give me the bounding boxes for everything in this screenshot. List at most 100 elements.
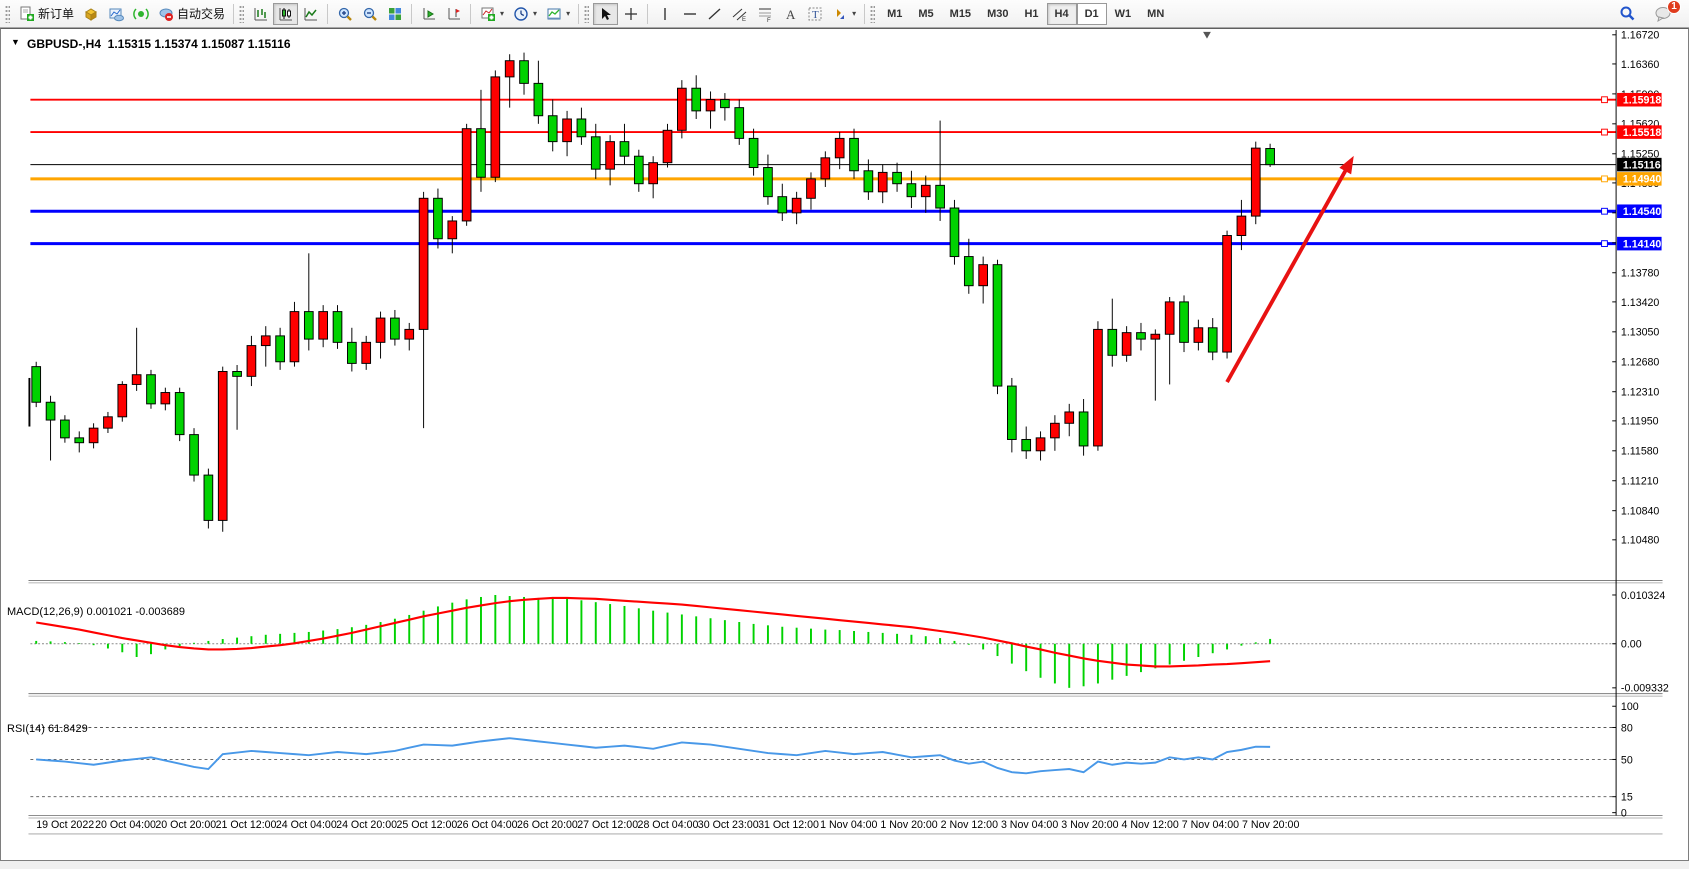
trendline-button[interactable] xyxy=(702,3,727,25)
hline-handle[interactable] xyxy=(1601,96,1608,104)
candle-bull xyxy=(1222,235,1232,353)
candle-bull xyxy=(648,162,658,185)
horizontal-line-button[interactable] xyxy=(677,3,702,25)
trend-arrow-annotation[interactable] xyxy=(1225,155,1354,383)
rsi-tick-label: 50 xyxy=(1621,754,1633,766)
toolbar-separator xyxy=(411,3,413,24)
candle-bull xyxy=(361,341,372,364)
macd-signal-line xyxy=(36,596,1271,668)
hline-price-tag: 1.14540 xyxy=(1617,204,1662,218)
timeframe-h1-button[interactable]: H1 xyxy=(1024,7,1039,20)
chart-shift-button[interactable] xyxy=(441,3,466,25)
toolbar-grip[interactable] xyxy=(239,4,245,23)
macd-tick-label: 0.010324 xyxy=(1621,590,1665,602)
chevron-down-icon[interactable]: ▾ xyxy=(533,9,538,18)
hline-handle[interactable] xyxy=(1601,207,1608,215)
timeframe-d1-button[interactable]: D1 xyxy=(1076,2,1107,25)
price-tick-label: 1.11580 xyxy=(1621,446,1659,458)
candle-bull xyxy=(217,371,228,521)
rsi-tick-label: 15 xyxy=(1621,792,1633,804)
text-button[interactable]: A xyxy=(777,3,802,25)
chart-menu-caret[interactable]: ▼ xyxy=(11,37,20,47)
hline-handle[interactable] xyxy=(1601,128,1608,136)
time-tick-label: 4 Nov 12:00 xyxy=(1122,819,1179,831)
price-tick-label: 1.13780 xyxy=(1621,268,1659,280)
rsi-tick-label: 80 xyxy=(1621,722,1633,734)
crosshair-button[interactable] xyxy=(618,3,643,25)
candle-bear xyxy=(1265,148,1275,166)
timeframe-m30-button[interactable]: M30 xyxy=(987,7,1009,20)
zoom-out-icon xyxy=(361,5,378,22)
candle-bear xyxy=(203,474,214,521)
auto-scroll-button[interactable] xyxy=(416,3,441,25)
line-chart-button[interactable] xyxy=(298,3,323,25)
templates-button[interactable]: ▾ xyxy=(541,3,574,25)
bar-chart-button[interactable] xyxy=(248,3,273,25)
toolbar-grip[interactable] xyxy=(870,4,876,23)
signals-button[interactable] xyxy=(128,3,153,25)
equidistant-channel-button[interactable]: E xyxy=(727,3,752,25)
auto-trading-button[interactable]: 自动交易 xyxy=(153,3,229,25)
market-watch-button[interactable] xyxy=(78,3,103,25)
macd-tick-label: -0.009332 xyxy=(1621,683,1669,695)
candle-bull xyxy=(1035,437,1046,452)
chevron-down-icon[interactable]: ▾ xyxy=(852,9,857,18)
candle-bull xyxy=(375,317,386,343)
signal-icon xyxy=(132,5,149,22)
candle-bull xyxy=(1064,411,1075,424)
timeframe-w1-button[interactable]: W1 xyxy=(1114,7,1132,20)
chart-shift-marker[interactable] xyxy=(1203,31,1211,39)
toolbar-separator xyxy=(327,3,329,24)
timeframe-m1-button[interactable]: M1 xyxy=(887,7,903,20)
toolbar-grip[interactable] xyxy=(584,4,590,23)
chevron-down-icon[interactable]: ▾ xyxy=(500,9,505,18)
candle-bull xyxy=(820,157,831,180)
cursor-button[interactable] xyxy=(593,2,619,25)
price-chart-canvas[interactable]: 1.167201.163601.159901.156201.152501.148… xyxy=(1,29,1689,862)
macd-pane[interactable] xyxy=(30,594,1617,688)
chart-window[interactable]: ▼ GBPUSD-,H4 1.15315 1.15374 1.15087 1.1… xyxy=(0,28,1689,861)
rsi-pane[interactable] xyxy=(30,727,1617,798)
candle-bear xyxy=(74,437,85,444)
candle-bear xyxy=(906,183,917,198)
hline-handle[interactable] xyxy=(1601,175,1608,183)
svg-text:1.14140: 1.14140 xyxy=(1623,238,1661,250)
candlestick-chart-button[interactable] xyxy=(273,2,299,25)
timeframe-mn-button[interactable]: MN xyxy=(1147,7,1165,20)
zoom-out-button[interactable] xyxy=(357,3,382,25)
candle-bull xyxy=(877,171,888,193)
timeframe-m15-button[interactable]: M15 xyxy=(949,7,972,20)
time-tick-label: 3 Nov 20:00 xyxy=(1061,819,1118,831)
candle-bull xyxy=(160,392,171,405)
time-axis[interactable]: 19 Oct 2022 20 Oct 04:00 20 Oct 20:00 21 Oc… xyxy=(28,819,1663,835)
toolbar-separator xyxy=(864,3,866,24)
candle-bear xyxy=(777,196,788,214)
candle-bear xyxy=(963,256,974,287)
timeframe-h4-button[interactable]: H4 xyxy=(1046,2,1077,25)
timeframe-m5-button[interactable]: M5 xyxy=(918,7,934,20)
search-button[interactable] xyxy=(1615,3,1640,25)
candles-layer xyxy=(31,52,1275,532)
candle-bear xyxy=(1136,332,1146,340)
hline-icon xyxy=(681,5,698,22)
chevron-down-icon[interactable]: ▾ xyxy=(566,9,571,18)
indicators-button[interactable]: ▾ xyxy=(475,3,508,25)
fibonacci-button[interactable]: F xyxy=(752,3,777,25)
zoom-in-button[interactable] xyxy=(332,3,357,25)
chart-profile-button[interactable] xyxy=(103,3,128,25)
toolbar-grip[interactable] xyxy=(5,4,10,23)
candle-bull xyxy=(791,197,802,214)
tile-windows-button[interactable] xyxy=(382,3,407,25)
arrows-button[interactable]: ▾ xyxy=(827,3,860,25)
notifications-button[interactable]: 1 xyxy=(1650,0,1681,25)
hline-handle[interactable] xyxy=(1601,240,1608,247)
time-tick-label: 7 Nov 20:00 xyxy=(1242,819,1299,831)
price-axis[interactable]: 1.167201.163601.159901.156201.152501.148… xyxy=(1612,30,1669,820)
periods-button[interactable]: ▾ xyxy=(508,3,541,25)
candle-bear xyxy=(863,170,874,193)
new-order-button[interactable]: 新订单 xyxy=(14,3,78,25)
time-tick-label: 26 Oct 04:00 xyxy=(457,819,518,831)
text-label-button[interactable]: T xyxy=(802,3,827,25)
candle-bear xyxy=(1207,327,1218,353)
vertical-line-button[interactable] xyxy=(652,3,677,25)
